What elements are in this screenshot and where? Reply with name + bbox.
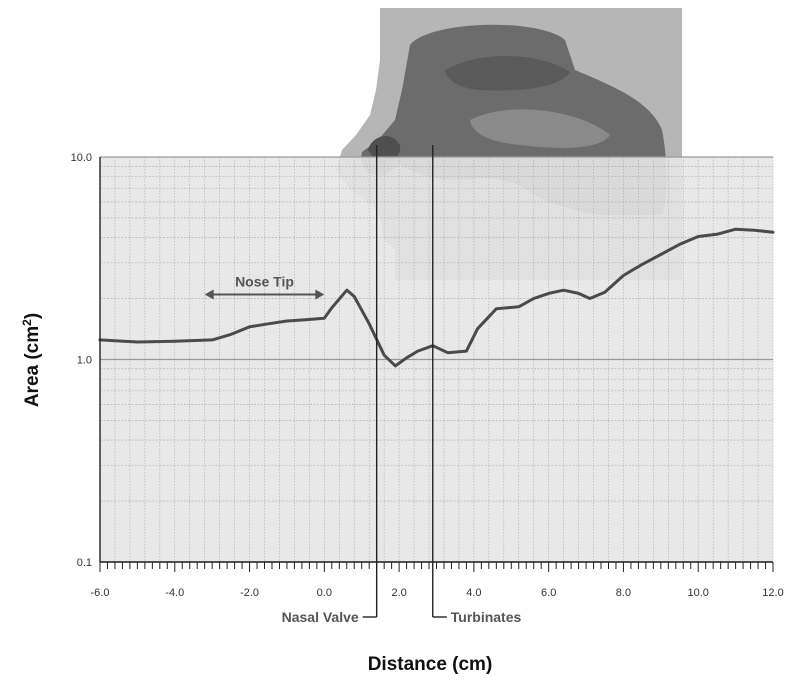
x-tick-label: 8.0 [616,587,631,599]
turbinates-label: Turbinates [451,609,522,625]
y-tick-label: 10.0 [71,152,92,164]
arrowhead-left-icon [204,289,214,300]
nose-tip-label: Nose Tip [235,274,294,290]
series-layer [98,227,775,368]
annotations-layer: Nose Tip Nasal Valve Turbinates [204,145,522,625]
axes-layer: -6.0 -4.0 -2.0 0.0 2.0 4.0 6.0 8.0 10.0 12.0 10.0 1… [71,152,784,599]
nose-concha-upper [445,55,570,91]
y-tick-label: 1.0 [77,355,92,367]
x-tick-label: 6.0 [541,587,556,599]
y-axis-title-main: Area (cm [22,326,43,407]
x-tick-label: 2.0 [391,587,406,599]
arrowhead-right-icon [315,289,325,300]
nose-concha-lower [470,109,610,148]
x-tick-label: -4.0 [165,587,184,599]
x-axis-title: Distance (cm) [368,654,493,675]
x-tick-label: 0.0 [317,587,332,599]
y-axis-title-close: ) [22,313,43,319]
x-tick-label: -2.0 [240,587,259,599]
y-tick-label: 0.1 [77,557,92,569]
y-axis-title: Area (cm2) [20,313,43,407]
y-axis-title-exponent: 2 [20,319,34,326]
x-tick-label: 10.0 [688,587,709,599]
x-tick-label: 4.0 [466,587,481,599]
x-tick-label: -6.0 [91,587,110,599]
area-curve [98,227,775,368]
x-tick-label: 12.0 [762,587,783,599]
nasal-valve-label: Nasal Valve [282,609,359,625]
